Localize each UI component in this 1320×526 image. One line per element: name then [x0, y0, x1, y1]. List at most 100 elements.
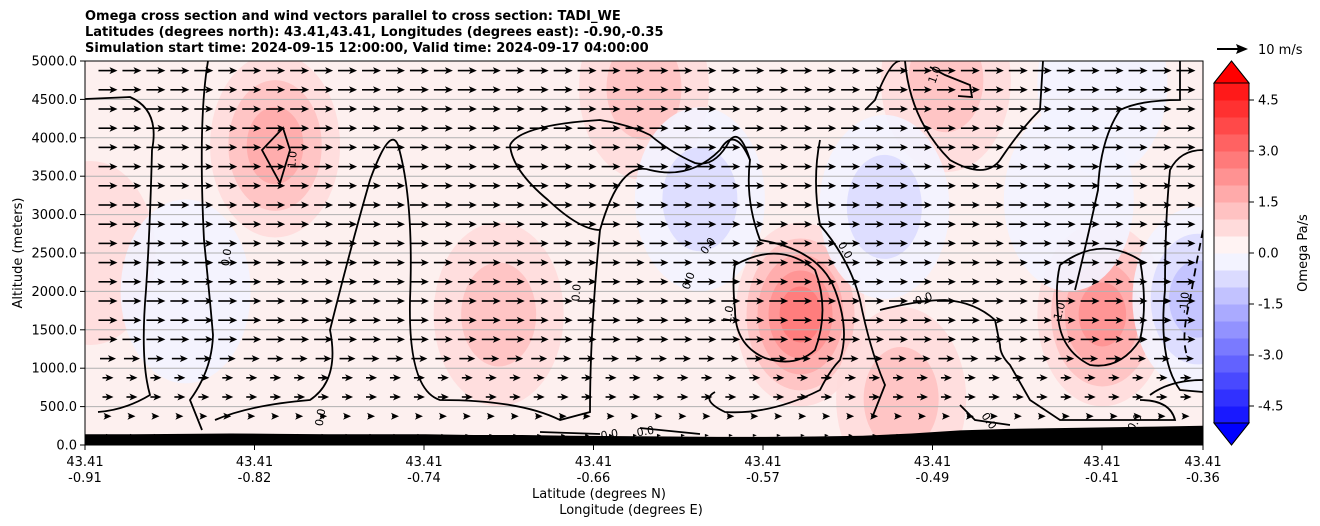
wind-vector [793, 143, 813, 151]
wind-vector [385, 182, 405, 190]
wind-vector-head [995, 86, 1004, 94]
wind-vector [1056, 124, 1076, 132]
wind-vector-head [1037, 412, 1046, 420]
wind-vector [553, 124, 573, 132]
wind-vector [170, 67, 190, 75]
wind-vector [314, 201, 334, 209]
wind-vector [845, 374, 857, 382]
wind-vector [581, 393, 593, 401]
x-tick-label-lon: -0.66 [577, 471, 611, 486]
wind-vector-head [464, 393, 473, 401]
wind-vector [745, 239, 765, 247]
wind-vector [170, 297, 190, 305]
wind-vector-head [253, 278, 262, 286]
wind-vector [841, 201, 861, 209]
wind-vector-head [1159, 374, 1168, 382]
wind-vector-head [1163, 220, 1172, 228]
wind-vector [988, 393, 1000, 401]
wind-vector [266, 239, 286, 247]
gridlines [85, 61, 1203, 445]
colorbar-tick-label: 3.0 [1258, 145, 1279, 160]
wind-vector-head [133, 316, 142, 324]
wind-vector-head [900, 182, 909, 190]
contour-label: 1.0 [1051, 301, 1068, 321]
wind-vector [122, 182, 142, 190]
wind-vector [1056, 316, 1076, 324]
wind-vector-head [708, 239, 717, 247]
contour-line [188, 61, 214, 431]
wind-vector [869, 374, 881, 382]
wind-vector [123, 355, 140, 363]
wind-vector-head [199, 412, 208, 420]
wind-vector [266, 143, 286, 151]
wind-vector-head [636, 220, 645, 228]
wind-vector-head [1163, 201, 1172, 209]
wind-vector [865, 201, 885, 209]
wind-vector [728, 433, 733, 437]
wind-vector [338, 163, 358, 171]
wind-vector [1180, 374, 1192, 382]
wind-vector-head [612, 335, 621, 343]
wind-vector [314, 239, 334, 247]
wind-vector [793, 163, 813, 171]
wind-vector-head [800, 374, 809, 382]
wind-vector [557, 374, 569, 382]
wind-vector-head [253, 182, 262, 190]
wind-vector [986, 355, 1003, 363]
wind-vector [529, 201, 549, 209]
wind-vector [195, 355, 212, 363]
wind-vector-head [1091, 105, 1100, 113]
wind-vector-head [947, 86, 956, 94]
wind-vector [1128, 220, 1148, 228]
wind-vector-head [728, 374, 737, 382]
wind-vector [98, 163, 118, 171]
wind-vector-head [1019, 182, 1028, 190]
wind-vector-head [349, 297, 358, 305]
wind-vector-head [373, 335, 382, 343]
wind-vector [98, 297, 118, 305]
wind-vector [314, 297, 334, 305]
wind-vector-head [464, 374, 473, 382]
wind-vector [218, 105, 238, 113]
wind-vector [146, 259, 166, 267]
wind-vector-head [301, 220, 310, 228]
wind-vector [1176, 67, 1196, 75]
wind-vector-head [780, 297, 789, 305]
wind-vector [889, 297, 909, 305]
wind-vector [433, 105, 453, 113]
wind-vector-head [947, 124, 956, 132]
wind-vector-head [660, 259, 669, 267]
wind-vector [1036, 374, 1048, 382]
wind-vector-head [852, 163, 861, 171]
wind-vector-head [732, 182, 741, 190]
wind-vector-head [680, 393, 689, 401]
wind-vector-head [1183, 374, 1192, 382]
wind-vector-head [876, 182, 885, 190]
wind-vector-head [371, 355, 380, 363]
wind-vector [505, 220, 525, 228]
wind-vector-head [109, 239, 118, 247]
wind-vector-head [756, 86, 765, 94]
wind-vector [98, 335, 118, 343]
wind-vector-head [181, 163, 190, 171]
wind-vector-head [828, 220, 837, 228]
wind-vector [797, 393, 809, 401]
wind-vector-head [105, 374, 114, 382]
wind-vector [481, 239, 501, 247]
wind-vector [821, 374, 833, 382]
wind-vector-head [1067, 182, 1076, 190]
colorbar-segment [1214, 372, 1249, 390]
wind-vector-head [440, 374, 449, 382]
wind-vector [553, 259, 573, 267]
wind-vector [936, 278, 956, 286]
wind-vector-head [468, 278, 477, 286]
wind-vector [577, 163, 597, 171]
wind-vector [793, 316, 813, 324]
wind-vector [529, 182, 549, 190]
wind-vector [194, 86, 214, 94]
wind-vector-head [1067, 163, 1076, 171]
wind-vector-head [1019, 335, 1028, 343]
wind-vector [601, 163, 621, 171]
wind-vector-head [1019, 163, 1028, 171]
wind-vector-head [612, 297, 621, 305]
